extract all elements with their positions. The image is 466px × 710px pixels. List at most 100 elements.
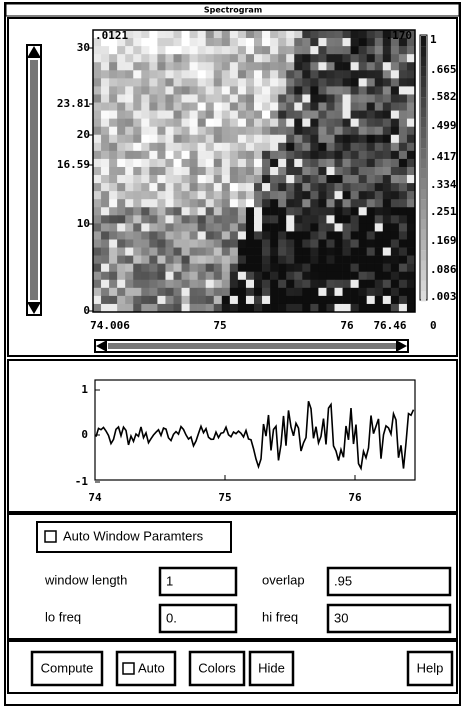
spectrogram-cell [254,256,262,264]
spectrogram-cell [383,223,391,231]
spectrogram-cell [351,264,359,272]
spectrogram-cell [278,239,286,247]
button[interactable]: Help [408,652,452,685]
spectrogram-cell [133,280,141,288]
spectrogram-cell [407,256,415,264]
spectrogram-cell [141,239,149,247]
spectrogram-cell [157,38,165,46]
text-input[interactable]: 1 [160,568,236,595]
spectrogram-cell [182,248,190,256]
text-input[interactable]: 0. [160,605,236,632]
spectrogram-cell [133,207,141,215]
spectrogram-cell [254,78,262,86]
spectrogram-cell [182,159,190,167]
spectrogram-cell [238,46,246,54]
spectrogram-cell [190,191,198,199]
spectrogram-cell [286,70,294,78]
spectrogram-cell [286,159,294,167]
spectrogram-cell [182,175,190,183]
text-input[interactable]: 30 [328,605,450,632]
spectrogram-cell [359,304,367,312]
spectrogram-cell [149,38,157,46]
spectrogram-cell [214,199,222,207]
spectrogram-cell [399,248,407,256]
spectrogram-cell [383,296,391,304]
spectrogram-cell [302,30,310,38]
spectrogram-cell [318,159,326,167]
horizontal-scrollbar[interactable] [95,340,408,352]
spectrogram-cell [270,127,278,135]
spectrogram-cell [383,167,391,175]
spectrogram-cell [174,272,182,280]
spectrogram-cell [318,280,326,288]
button[interactable]: Hide [250,652,293,685]
spectrogram-cell [149,127,157,135]
spectrogram-cell [157,256,165,264]
spectrogram-cell [278,78,286,86]
spectrogram-cell [310,70,318,78]
auto-window-toggle[interactable]: Auto Window Paramters [37,522,231,552]
spectrogram-cell [262,86,270,94]
vertical-scrollbar[interactable] [27,45,41,315]
spectrogram-cell [359,239,367,247]
spectrogram-cell [214,304,222,312]
checkbox[interactable] [123,663,134,674]
spectrogram-cell [141,248,149,256]
spectrogram-cell [238,296,246,304]
colorbar-step [421,199,426,209]
spectrogram-cell [262,62,270,70]
spectrogram-cell [343,215,351,223]
button[interactable]: Compute [32,652,102,685]
spectrogram-cell [399,288,407,296]
spectrogram-cell [343,70,351,78]
button[interactable]: Auto [117,652,175,685]
spectrogram-cell [262,223,270,231]
spectrogram-cell [125,215,133,223]
spectrogram-cell [149,239,157,247]
scroll-thumb[interactable] [108,343,396,349]
spectrogram-cell [254,167,262,175]
spectrogram-cell [294,38,302,46]
spectrogram-cell [238,304,246,312]
spectrogram-cell [141,183,149,191]
spectrogram-cell [383,111,391,119]
spectrogram-cell [343,62,351,70]
spectrogram-cell [238,199,246,207]
spectrogram-cell [254,239,262,247]
spectrogram-cell [198,239,206,247]
colorbar-step [421,281,426,291]
colorbar-step [421,189,426,199]
text-input[interactable]: .95 [328,568,450,595]
spectrogram-cell [93,231,101,239]
spectrogram-cell [149,94,157,102]
spectrogram-cell [190,111,198,119]
spectrogram-cell [359,248,367,256]
spectrogram-cell [310,296,318,304]
spectrogram-cell [254,207,262,215]
spectrogram-cell [133,46,141,54]
spectrogram-cell [109,143,117,151]
spectrogram-cell [254,264,262,272]
spectrogram-cell [359,62,367,70]
spectrogram-cell [190,78,198,86]
spectrogram-cell [359,272,367,280]
spectrogram-cell [198,288,206,296]
spectrogram-cell [190,159,198,167]
spectrogram-cell [294,296,302,304]
spectrogram-cell [125,199,133,207]
spectrogram-cell [399,159,407,167]
spectrogram-cell [351,199,359,207]
spectrogram-cell [326,272,334,280]
spectrogram-cell [141,78,149,86]
spectrogram-cell [367,191,375,199]
spectrogram-cell [391,86,399,94]
spectrogram-cell [310,30,318,38]
spectrogram-cell [351,280,359,288]
spectrogram-cell [262,304,270,312]
spectrogram-cell [149,70,157,78]
spectrogram-cell [157,135,165,143]
field-label: overlap [262,572,305,587]
checkbox[interactable] [45,531,56,542]
scroll-thumb[interactable] [30,60,38,300]
button[interactable]: Colors [190,652,244,685]
